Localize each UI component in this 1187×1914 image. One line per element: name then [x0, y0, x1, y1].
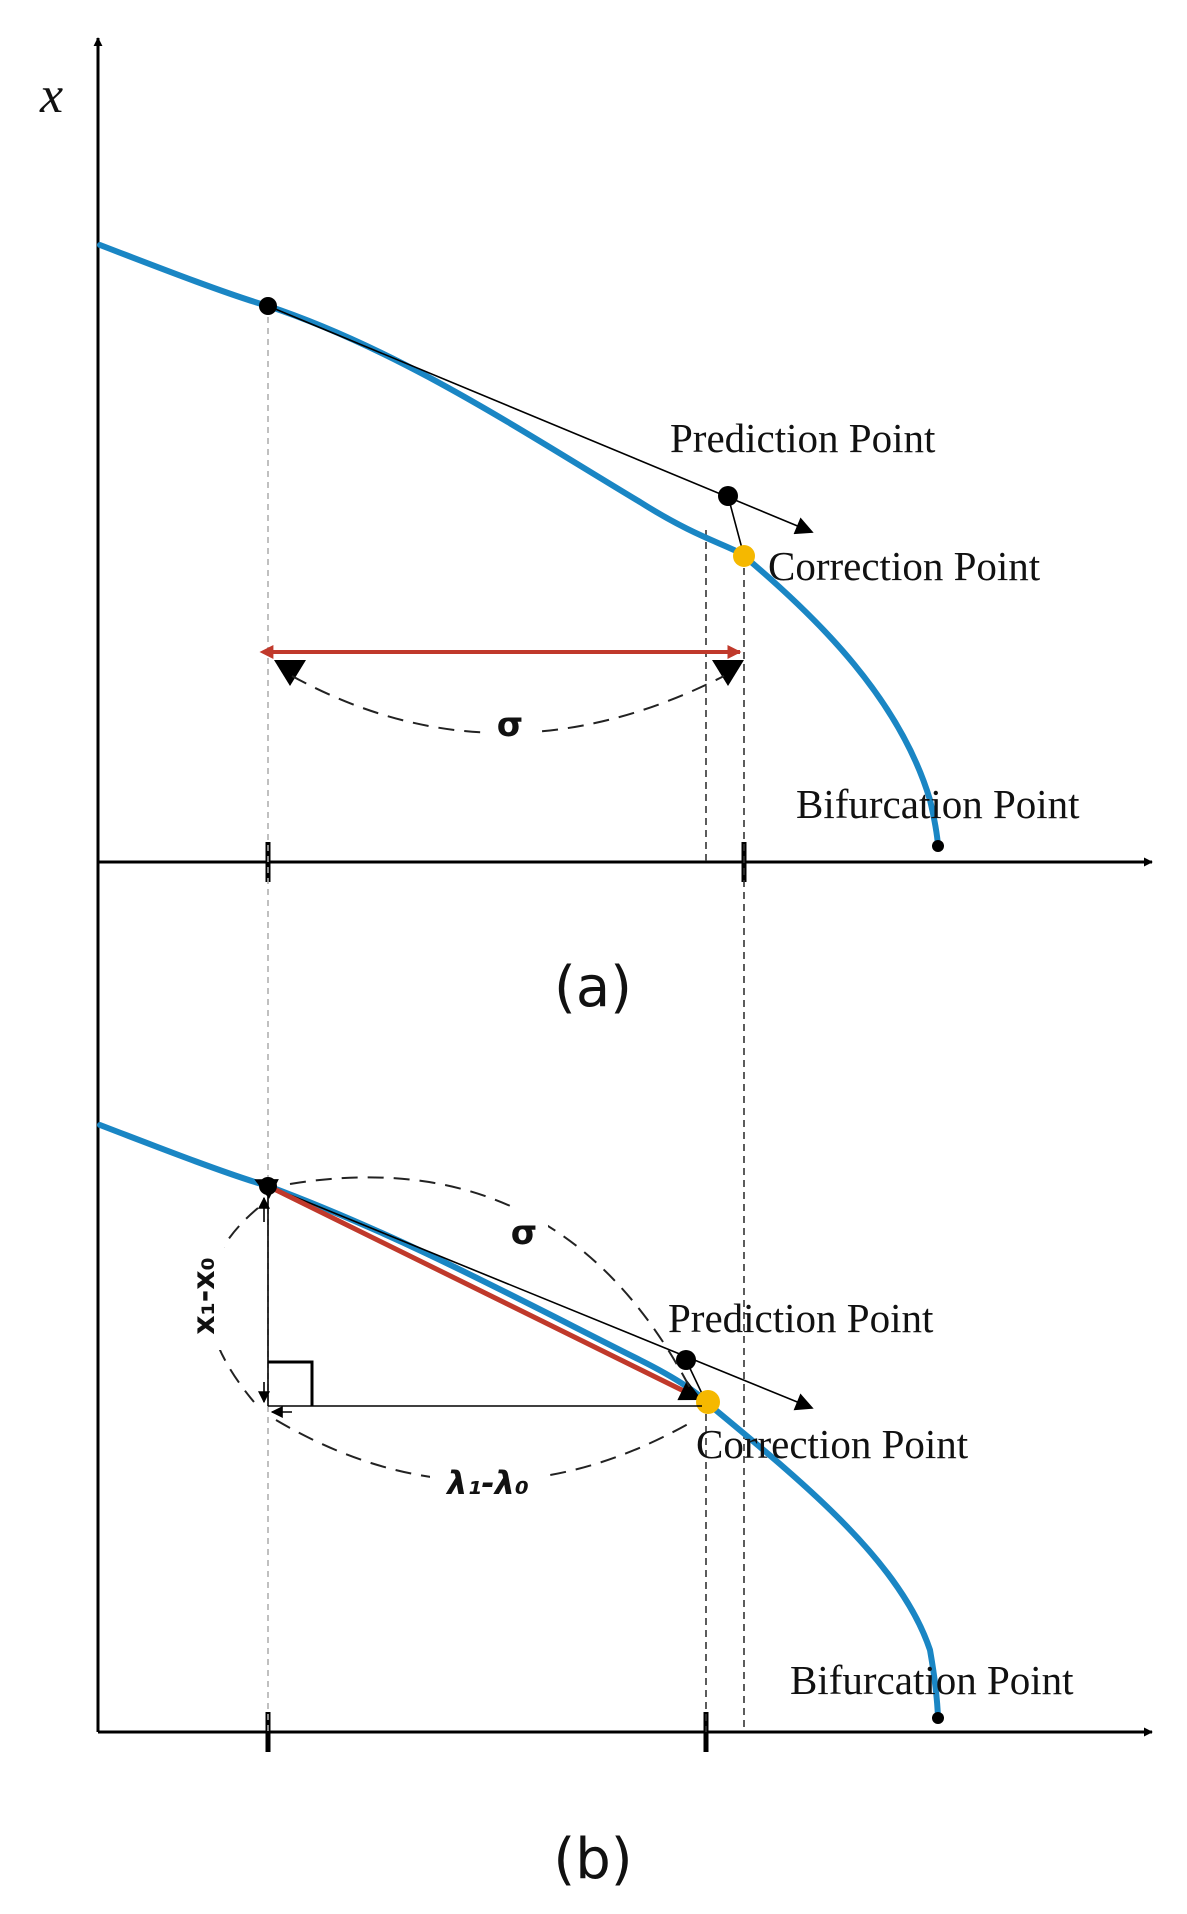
- correction-point-a: [733, 545, 755, 567]
- step-marker-right-a: [712, 660, 744, 686]
- caption-b: (b): [553, 1827, 632, 1892]
- correction-point-b: [696, 1390, 720, 1414]
- right-angle-marker-b: [268, 1360, 314, 1406]
- bifurcation-label-a: Bifurcation Point: [796, 781, 1080, 827]
- step-marker-left-a: [274, 660, 306, 686]
- caption-a: (a): [554, 955, 632, 1020]
- dx-label-b: x₁-x₀: [187, 1257, 222, 1334]
- bifurcation-point-b: [932, 1712, 944, 1724]
- bifurcation-point-a: [932, 840, 944, 852]
- bifurcation-label-b: Bifurcation Point: [790, 1657, 1074, 1703]
- solution-curve-a: [97, 242, 941, 849]
- prediction-label-a: Prediction Point: [670, 415, 936, 461]
- correction-label-a: Correction Point: [768, 543, 1041, 589]
- sigma-label-a: σ: [497, 705, 523, 745]
- dlambda-label-b: λ₁-λ₀: [445, 1464, 529, 1502]
- y-axis-label: x: [39, 67, 63, 124]
- sigma-label-b: σ: [511, 1213, 537, 1253]
- secant-step-vector-b: [254, 1179, 702, 1402]
- start-point-b: [259, 1177, 277, 1195]
- correction-label-b: Correction Point: [696, 1421, 969, 1467]
- prediction-label-b: Prediction Point: [668, 1295, 934, 1341]
